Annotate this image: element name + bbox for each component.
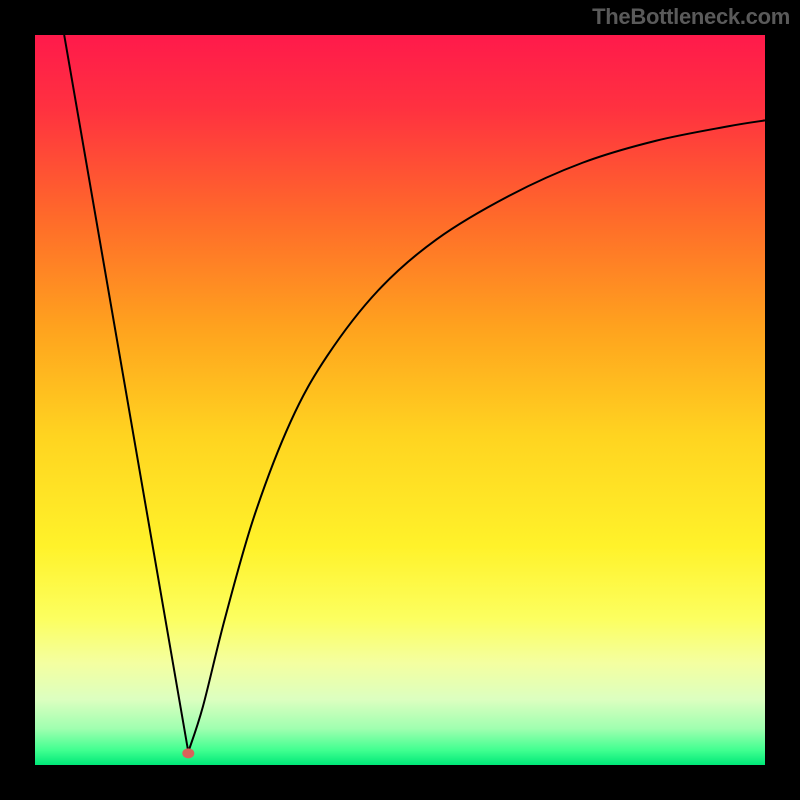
bottleneck-chart xyxy=(0,0,800,800)
minimum-marker xyxy=(182,748,194,758)
chart-container: TheBottleneck.com xyxy=(0,0,800,800)
plot-background xyxy=(35,35,765,765)
attribution-text: TheBottleneck.com xyxy=(592,4,790,30)
